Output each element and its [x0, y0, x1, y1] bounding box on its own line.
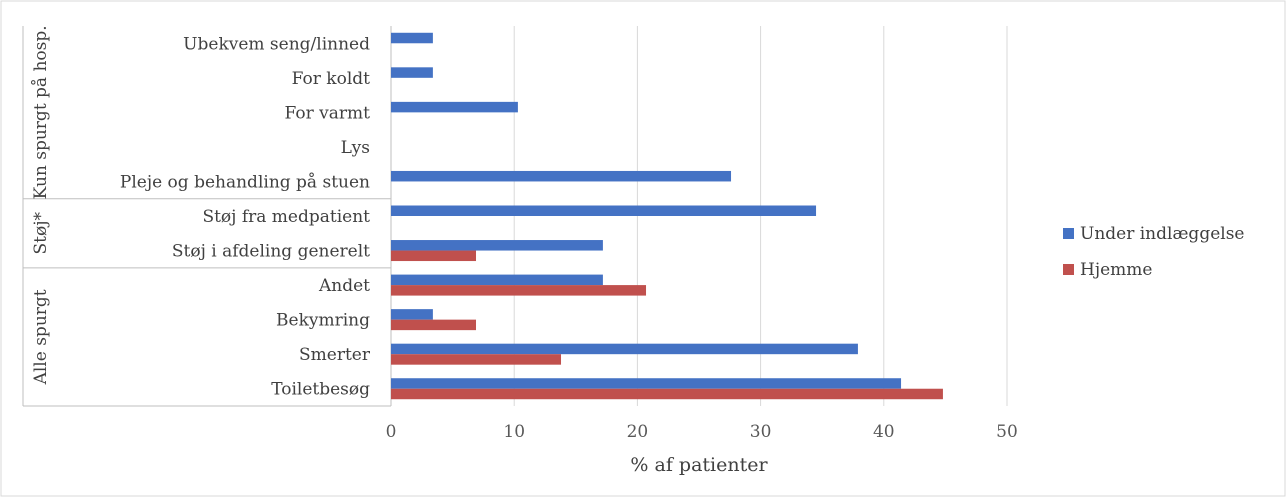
- bar-under-indl-ggelse-andet: [391, 274, 603, 286]
- x-tick-label-10: 10: [503, 422, 525, 442]
- bar-under-indl-ggelse-toiletbes-g: [391, 378, 902, 389]
- legend-swatch-under-indl-ggelse: [1063, 228, 1074, 239]
- category-label-st-j-fra-medpatient: Støj fra medpatient: [202, 207, 370, 227]
- x-tick-label-30: 30: [750, 422, 772, 442]
- bar-hjemme-toiletbes-g: [391, 388, 943, 400]
- group-label-st-j: Støj*: [31, 212, 51, 255]
- category-labels: Ubekvem seng/linned For koldt For varmt Lys…: [120, 34, 371, 399]
- legend-swatch-hjemme: [1063, 264, 1074, 275]
- category-label-smerter: Smerter: [299, 345, 371, 365]
- bar-hjemme-bekymring: [391, 319, 477, 331]
- bar-under-indl-ggelse-st-j-fra-medpatient: [391, 205, 817, 216]
- legend-label-hjemme: Hjemme: [1080, 260, 1152, 280]
- bars: [391, 32, 943, 400]
- category-label-st-j-i-afdeling-generelt: Støj i afdeling generelt: [172, 242, 370, 262]
- bar-under-indl-ggelse-smerter: [391, 343, 858, 355]
- category-label-andet: Andet: [318, 276, 370, 296]
- group-label-kun-spurgt-pa-hosp: Kun spurgt på hosp.: [31, 25, 51, 199]
- bar-under-indl-ggelse-st-j-i-afdeling-generelt: [391, 240, 603, 251]
- legend: Under indlæggelse Hjemme: [1063, 224, 1244, 280]
- category-label-bekymring: Bekymring: [276, 311, 370, 331]
- category-groups: Kun spurgt på hosp. Støj* Alle spurgt: [22, 25, 392, 407]
- bar-hjemme-andet: [391, 285, 647, 296]
- category-label-ubekvem-seng-linned: Ubekvem seng/linned: [183, 34, 370, 54]
- category-label-for-koldt: For koldt: [292, 69, 370, 89]
- bar-hjemme-st-j-i-afdeling-generelt: [391, 250, 477, 262]
- x-tick-label-0: 0: [386, 422, 397, 442]
- bar-under-indl-ggelse-pleje-og-behandling-pa-stuen: [391, 170, 732, 182]
- category-label-lys: Lys: [341, 138, 370, 158]
- x-axis-title: % af patienter: [630, 454, 768, 476]
- x-axis-ticks: 0 10 20 30 40 50: [386, 422, 1018, 442]
- bar-under-indl-ggelse-ubekvem-seng-linned: [391, 32, 433, 44]
- x-tick-label-40: 40: [873, 422, 895, 442]
- category-label-for-varmt: For varmt: [285, 103, 371, 123]
- x-tick-label-50: 50: [996, 422, 1018, 442]
- category-label-pleje-og-behandling-pa-stuen: Pleje og behandling på stuen: [120, 172, 370, 192]
- bar-hjemme-smerter: [391, 354, 562, 365]
- category-label-toiletbes-g: Toiletbesøg: [271, 380, 370, 400]
- legend-label-under-indl-ggelse: Under indlæggelse: [1080, 224, 1244, 244]
- bar-under-indl-ggelse-bekymring: [391, 309, 433, 320]
- x-tick-label-20: 20: [627, 422, 649, 442]
- bar-under-indl-ggelse-for-varmt: [391, 101, 518, 113]
- group-label-alle-spurgt: Alle spurgt: [31, 289, 51, 385]
- bar-under-indl-ggelse-for-koldt: [391, 67, 433, 78]
